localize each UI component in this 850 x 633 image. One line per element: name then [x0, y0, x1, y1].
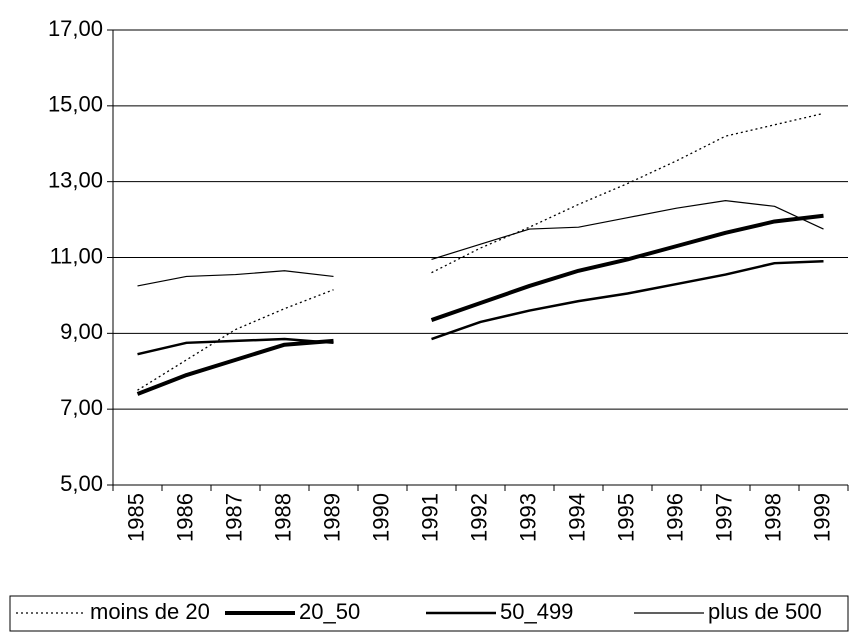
- x-tick-label: 1991: [417, 493, 442, 542]
- x-tick-label: 1989: [319, 493, 344, 542]
- x-tick-label: 1994: [564, 493, 589, 542]
- x-tick-label: 1986: [172, 493, 197, 542]
- x-tick-label: 1992: [466, 493, 491, 542]
- x-tick-label: 1995: [613, 493, 638, 542]
- y-tick-label: 11,00: [50, 243, 103, 268]
- x-tick-label: 1988: [270, 493, 295, 542]
- series-line: [137, 200, 824, 287]
- y-tick-label: 15,00: [48, 92, 103, 117]
- y-tick-label: 9,00: [60, 319, 103, 344]
- x-tick-label: 1993: [515, 493, 540, 542]
- x-tick-label: 1990: [368, 493, 393, 542]
- x-tick-label: 1996: [662, 493, 687, 542]
- legend-label: moins de 20: [90, 599, 210, 624]
- series-line: [136, 213, 824, 396]
- legend-label: plus de 500: [708, 599, 822, 624]
- legend-label: 50_499: [500, 599, 573, 624]
- x-tick-label: 1998: [760, 493, 785, 542]
- x-tick-label: 1987: [221, 493, 246, 542]
- series-line: [137, 260, 824, 356]
- y-tick-label: 13,00: [48, 167, 103, 192]
- y-tick-label: 7,00: [60, 395, 103, 420]
- series-line: [137, 112, 824, 391]
- x-tick-label: 1985: [123, 493, 148, 542]
- y-tick-label: 5,00: [60, 471, 103, 496]
- x-tick-label: 1999: [809, 493, 834, 542]
- y-tick-label: 17,00: [48, 16, 103, 41]
- legend-label: 20_50: [299, 599, 360, 624]
- x-tick-label: 1997: [711, 493, 736, 542]
